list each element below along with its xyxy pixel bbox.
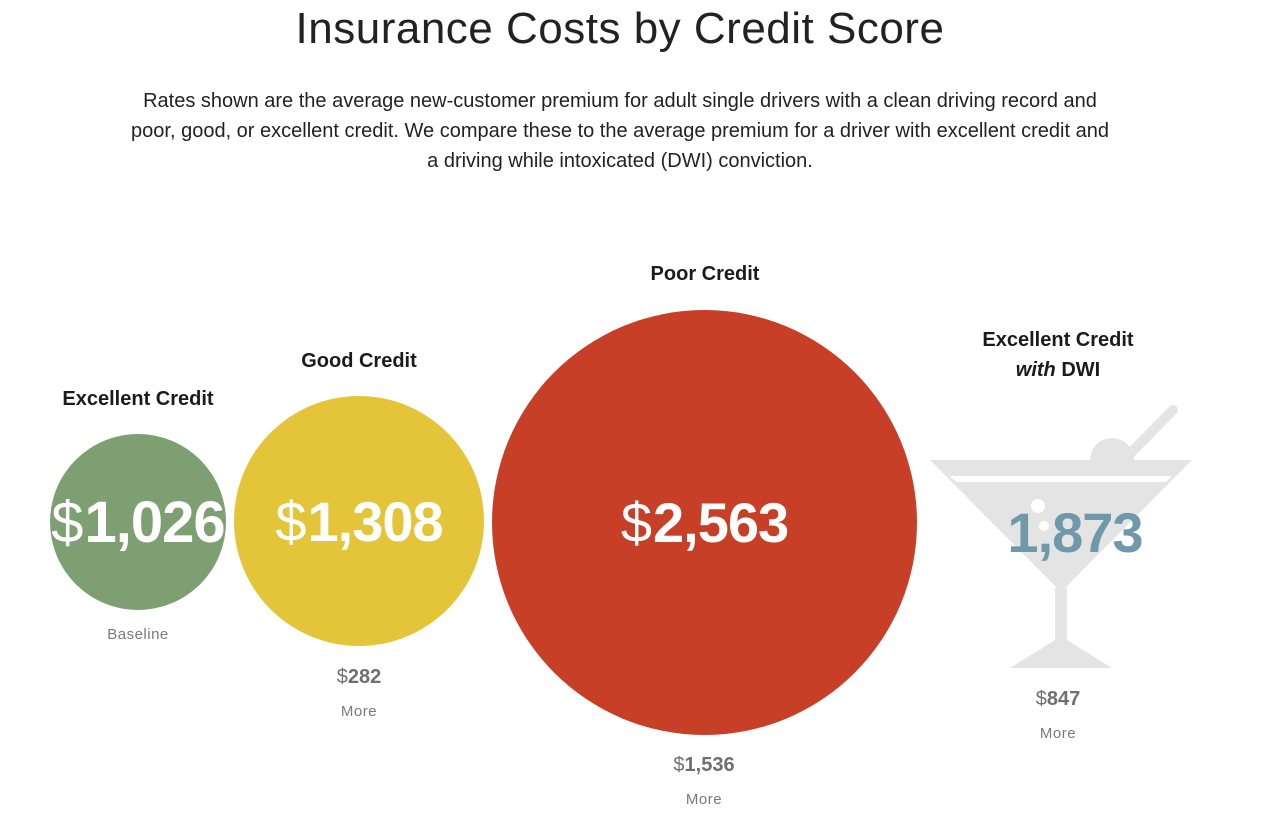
martini-glass-icon [930, 405, 1192, 668]
category-label-excellent: Excellent Credit [62, 388, 214, 410]
category-label-good: Good Credit [301, 350, 417, 372]
category-label-poor: Poor Credit [650, 263, 760, 285]
chart-subtitle: Rates shown are the average new-customer… [131, 90, 1109, 172]
note-good: More [340, 703, 378, 720]
bubble-value-excellent: $1,026 [51, 489, 225, 555]
diff-dwi: $847 [1035, 688, 1081, 710]
bubble-value-poor: $2,563 [620, 491, 789, 554]
bubble-value-dwi: 1,873 [1007, 501, 1143, 564]
category-label-dwi: Excellent Credit with DWI [982, 329, 1134, 381]
note-dwi: More [1039, 725, 1077, 742]
bubble-poor: $2,563 [492, 310, 917, 735]
bubble-value-good: $1,308 [275, 489, 443, 553]
note-poor: More [685, 791, 723, 808]
bubble-excellent: $1,026 [50, 434, 226, 610]
note-excellent: Baseline [107, 626, 169, 643]
bubble-good: $1,308 [234, 396, 484, 646]
diff-good: $282 [336, 666, 382, 688]
page-title: Insurance Costs by Credit Score [295, 4, 945, 53]
diff-poor: $1,536 [673, 754, 735, 776]
